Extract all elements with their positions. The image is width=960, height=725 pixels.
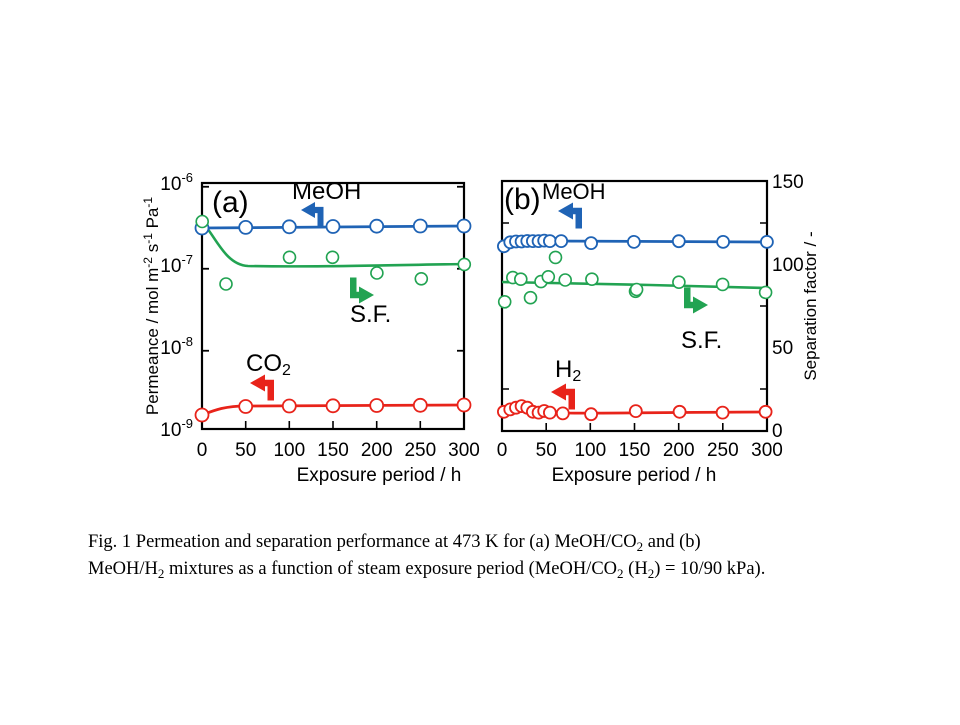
svg-text:200: 200 [663, 440, 695, 461]
svg-text:Exposure period / h: Exposure period / h [552, 465, 717, 486]
svg-text:250: 250 [707, 440, 739, 461]
svg-text:50: 50 [536, 440, 557, 461]
svg-text:0: 0 [772, 421, 783, 442]
svg-text:Permeance / mol m-2 s-1 Pa-1: Permeance / mol m-2 s-1 Pa-1 [141, 197, 162, 415]
svg-text:50: 50 [772, 338, 793, 359]
svg-text:100: 100 [273, 440, 305, 461]
svg-text:150: 150 [772, 172, 804, 193]
svg-text:Exposure period / h: Exposure period / h [297, 465, 462, 486]
svg-text:S.F.: S.F. [350, 301, 391, 328]
svg-text:50: 50 [235, 440, 256, 461]
svg-text:250: 250 [404, 440, 436, 461]
svg-text:0: 0 [197, 440, 208, 461]
svg-text:100: 100 [772, 255, 804, 276]
svg-text:S.F.: S.F. [681, 327, 722, 354]
svg-text:MeOH: MeOH [542, 179, 606, 204]
svg-text:0: 0 [497, 440, 508, 461]
svg-text:100: 100 [574, 440, 606, 461]
svg-text:200: 200 [361, 440, 393, 461]
svg-text:(b): (b) [504, 183, 541, 216]
svg-text:150: 150 [619, 440, 651, 461]
svg-text:Separation factor / -: Separation factor / - [801, 231, 820, 380]
svg-text:300: 300 [448, 440, 480, 461]
svg-text:300: 300 [751, 440, 783, 461]
svg-text:150: 150 [317, 440, 349, 461]
svg-text:(a): (a) [212, 186, 249, 219]
svg-text:MeOH: MeOH [292, 178, 361, 205]
